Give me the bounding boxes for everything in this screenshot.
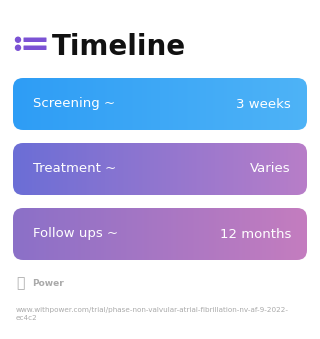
Circle shape — [15, 37, 20, 42]
Text: www.withpower.com/trial/phase-non-valvular-atrial-fibrillation-nv-af-9-2022-
ec4: www.withpower.com/trial/phase-non-valvul… — [16, 307, 289, 321]
Text: 12 months: 12 months — [220, 227, 291, 240]
Circle shape — [15, 45, 20, 50]
Text: Treatment ~: Treatment ~ — [33, 162, 116, 176]
Text: Varies: Varies — [250, 162, 291, 176]
Text: ␧: ␧ — [16, 276, 24, 290]
Text: 3 weeks: 3 weeks — [236, 98, 291, 111]
Text: Follow ups ~: Follow ups ~ — [33, 227, 118, 240]
Text: Timeline: Timeline — [52, 33, 186, 61]
FancyBboxPatch shape — [23, 38, 46, 42]
FancyBboxPatch shape — [23, 45, 46, 50]
Text: Screening ~: Screening ~ — [33, 98, 115, 111]
Text: Power: Power — [32, 279, 64, 287]
